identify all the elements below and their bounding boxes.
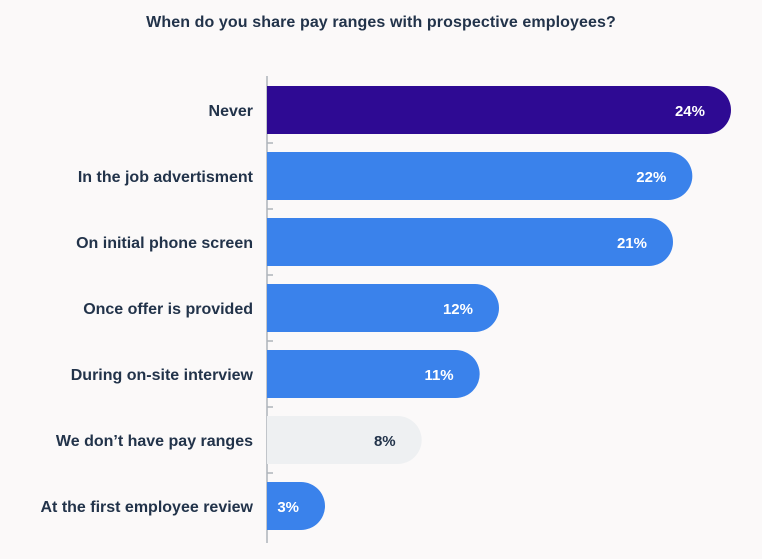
category-label-0: Never [209,103,253,120]
value-label-4: 11% [424,367,453,384]
value-label-1: 22% [636,169,666,186]
category-label-4: During on-site interview [71,367,254,384]
category-label-1: In the job advertisment [78,169,254,186]
category-labels: Never In the job advertisment On initial p… [40,103,253,516]
value-label-0: 24% [675,103,705,120]
value-label-3: 12% [443,301,473,318]
bar-6 [267,482,325,530]
value-label-5: 8% [374,433,396,450]
bar-3 [267,284,499,332]
category-label-2: On initial phone screen [76,235,253,252]
bar-5 [267,416,422,464]
bar-4 [267,350,480,398]
value-label-2: 21% [617,235,647,252]
chart-title: When do you share pay ranges with prospe… [146,14,616,31]
category-label-5: We don’t have pay ranges [56,433,253,450]
value-label-6: 3% [277,499,299,516]
bars [267,86,731,530]
value-labels: 24% 22% 21% 12% 11% 8% 3% [277,103,705,516]
category-label-6: At the first employee review [40,499,253,516]
bar-1 [267,152,693,200]
bar-0 [267,86,731,134]
category-label-3: Once offer is provided [83,301,253,318]
bar-2 [267,218,673,266]
